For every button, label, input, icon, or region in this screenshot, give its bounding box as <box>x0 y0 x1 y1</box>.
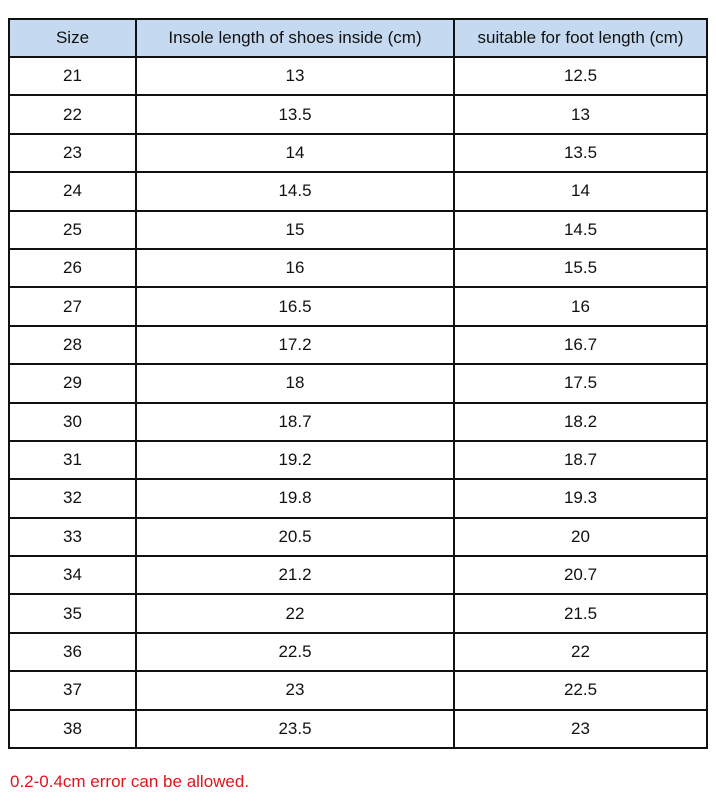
cell-size: 25 <box>8 209 137 250</box>
cell-size: 31 <box>8 439 137 481</box>
table-row: 33 20.5 20 <box>8 516 708 558</box>
cell-foot-length: 15.5 <box>453 247 708 289</box>
cell-insole-length: 23 <box>135 670 455 711</box>
cell-foot-length: 18.7 <box>453 439 708 481</box>
header-size: Size <box>8 18 137 58</box>
table-row: 36 22.5 22 <box>8 631 708 673</box>
table-row: 37 23 22.5 <box>8 670 708 711</box>
table-row: 21 13 12.5 <box>8 55 708 97</box>
cell-size: 32 <box>8 478 137 519</box>
cell-size: 28 <box>8 324 137 366</box>
cell-foot-length: 16 <box>453 286 708 327</box>
cell-insole-length: 15 <box>135 209 455 250</box>
table-row: 22 13.5 13 <box>8 94 708 135</box>
cell-insole-length: 16 <box>135 247 455 289</box>
tolerance-note: 0.2-0.4cm error can be allowed. <box>10 772 250 791</box>
cell-insole-length: 16.5 <box>135 286 455 327</box>
size-chart-table: Size Insole length of shoes inside (cm) … <box>8 18 708 750</box>
cell-foot-length: 22.5 <box>453 670 708 711</box>
cell-insole-length: 18 <box>135 363 455 404</box>
cell-foot-length: 18.2 <box>453 401 708 442</box>
cell-size: 35 <box>8 593 137 634</box>
cell-insole-length: 20.5 <box>135 516 455 558</box>
cell-size: 34 <box>8 555 137 596</box>
cell-size: 30 <box>8 401 137 442</box>
cell-foot-length: 22 <box>453 631 708 673</box>
cell-size: 29 <box>8 363 137 404</box>
table-row: 34 21.2 20.7 <box>8 555 708 596</box>
cell-insole-length: 13 <box>135 55 455 97</box>
table-row: 26 16 15.5 <box>8 247 708 289</box>
cell-insole-length: 14 <box>135 132 455 174</box>
table-row: 38 23.5 23 <box>8 708 708 750</box>
cell-size: 21 <box>8 55 137 97</box>
cell-insole-length: 22.5 <box>135 631 455 673</box>
cell-size: 22 <box>8 94 137 135</box>
cell-foot-length: 12.5 <box>453 55 708 97</box>
cell-foot-length: 14.5 <box>453 209 708 250</box>
cell-foot-length: 17.5 <box>453 363 708 404</box>
cell-insole-length: 14.5 <box>135 171 455 212</box>
table-row: 35 22 21.5 <box>8 593 708 634</box>
cell-foot-length: 16.7 <box>453 324 708 366</box>
cell-insole-length: 22 <box>135 593 455 634</box>
table-row: 29 18 17.5 <box>8 363 708 404</box>
cell-insole-length: 18.7 <box>135 401 455 442</box>
table-row: 27 16.5 16 <box>8 286 708 327</box>
header-insole-length: Insole length of shoes inside (cm) <box>135 18 455 58</box>
cell-foot-length: 14 <box>453 171 708 212</box>
cell-size: 23 <box>8 132 137 174</box>
cell-size: 26 <box>8 247 137 289</box>
cell-size: 37 <box>8 670 137 711</box>
table-row: 23 14 13.5 <box>8 132 708 174</box>
cell-insole-length: 13.5 <box>135 94 455 135</box>
cell-insole-length: 19.8 <box>135 478 455 519</box>
cell-size: 33 <box>8 516 137 558</box>
table-row: 25 15 14.5 <box>8 209 708 250</box>
table-row: 32 19.8 19.3 <box>8 478 708 519</box>
table-row: 30 18.7 18.2 <box>8 401 708 442</box>
cell-size: 27 <box>8 286 137 327</box>
cell-insole-length: 21.2 <box>135 555 455 596</box>
cell-foot-length: 23 <box>453 708 708 750</box>
table-row: 24 14.5 14 <box>8 171 708 212</box>
cell-foot-length: 21.5 <box>453 593 708 634</box>
cell-size: 24 <box>8 171 137 212</box>
cell-size: 38 <box>8 708 137 750</box>
header-row: Size Insole length of shoes inside (cm) … <box>8 18 708 58</box>
table-body: 21 13 12.5 22 13.5 13 23 14 13.5 24 14.5 14 25 15 14.5… <box>8 55 708 750</box>
table-row: 31 19.2 18.7 <box>8 439 708 481</box>
cell-insole-length: 17.2 <box>135 324 455 366</box>
cell-foot-length: 20 <box>453 516 708 558</box>
cell-insole-length: 23.5 <box>135 708 455 750</box>
cell-foot-length: 13.5 <box>453 132 708 174</box>
header-foot-length: suitable for foot length (cm) <box>453 18 708 58</box>
cell-foot-length: 19.3 <box>453 478 708 519</box>
cell-size: 36 <box>8 631 137 673</box>
cell-insole-length: 19.2 <box>135 439 455 481</box>
cell-foot-length: 20.7 <box>453 555 708 596</box>
table-row: 28 17.2 16.7 <box>8 324 708 366</box>
cell-foot-length: 13 <box>453 94 708 135</box>
